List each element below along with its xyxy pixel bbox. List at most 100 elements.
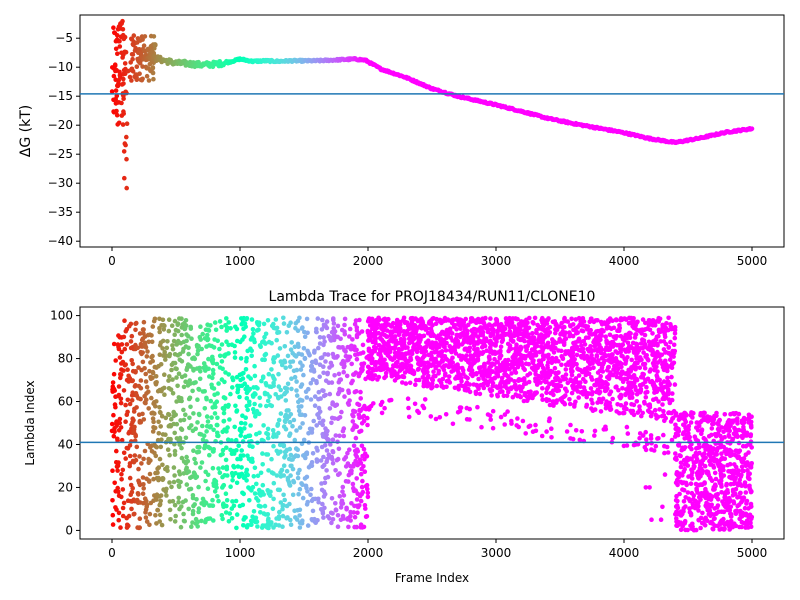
lambda-point [188, 475, 193, 481]
lambda-point [114, 419, 119, 424]
lambda-point [304, 316, 310, 322]
lambda-point [662, 332, 668, 337]
lambda-point [173, 366, 178, 371]
lambda-point [179, 455, 185, 461]
lambda-point [193, 516, 199, 522]
lambda-point [251, 509, 257, 514]
lambda-point [482, 364, 487, 370]
lambda-point [347, 334, 352, 339]
lambda-point [458, 317, 464, 323]
lambda-point [151, 318, 157, 324]
lambda-point [378, 402, 384, 408]
lambda-point [550, 379, 555, 385]
lambda-point [146, 339, 151, 345]
lambda-point [116, 510, 122, 516]
delta-g-point [133, 45, 138, 51]
lambda-point [244, 478, 249, 483]
lambda-point [459, 375, 464, 381]
lambda-point [245, 453, 250, 459]
lambda-point [627, 315, 632, 321]
lambda-point [220, 484, 226, 489]
lambda-point [255, 386, 260, 391]
lambda-point [594, 377, 599, 383]
lambda-point [252, 373, 258, 379]
lambda-point [671, 342, 677, 348]
lambda-point [220, 366, 225, 372]
lambda-point [589, 316, 594, 322]
lambda-point [214, 399, 220, 405]
lambda-point [145, 349, 150, 354]
lambda-point [360, 342, 366, 348]
delta-g-point [127, 74, 133, 80]
lambda-point [213, 327, 219, 333]
lambda-point [269, 367, 274, 372]
lambda-point [321, 489, 327, 494]
lambda-point [533, 378, 538, 384]
lambda-point [415, 408, 420, 414]
lambda-point [608, 356, 613, 361]
lambda-point [195, 344, 200, 350]
lambda-point [119, 477, 124, 482]
lambda-point [309, 486, 314, 492]
lambda-point [281, 315, 286, 321]
lambda-point [619, 317, 625, 323]
lambda-point [348, 513, 353, 519]
lambda-point [661, 395, 667, 400]
lambda-point [329, 520, 334, 526]
lambda-point [573, 376, 579, 381]
lambda-point [615, 366, 621, 372]
lambda-point [303, 483, 309, 489]
lambda-point [341, 426, 347, 431]
lambda-point [365, 494, 371, 500]
lambda-point [241, 370, 246, 376]
lambda-point [531, 392, 537, 398]
lambda-point [519, 360, 524, 365]
lambda-point [415, 318, 421, 324]
lambda-point [592, 331, 597, 337]
lambda-point [116, 517, 121, 523]
lambda-point [520, 418, 526, 424]
lambda-point [553, 330, 558, 336]
lambda-point [194, 366, 200, 371]
lambda-point [470, 353, 476, 359]
lambda-point [241, 523, 246, 528]
lambda-point [336, 371, 342, 377]
lambda-point [643, 320, 648, 326]
lambda-point [123, 362, 128, 367]
lambda-point [255, 498, 261, 503]
lambda-point [509, 371, 514, 376]
lambda-point [223, 370, 228, 375]
lambda-point [610, 339, 616, 345]
lambda-point [492, 376, 498, 381]
lambda-point [288, 522, 294, 527]
lambda-point [355, 510, 360, 515]
delta-g-point [134, 64, 140, 69]
lambda-point [297, 525, 303, 530]
lambda-point [450, 421, 456, 427]
lambda-point [422, 397, 428, 402]
lambda-point [154, 497, 159, 502]
lambda-point [544, 386, 550, 392]
lambda-point [257, 343, 263, 348]
delta-g-point [121, 68, 127, 73]
lambda-point [322, 352, 328, 357]
lambda-point [110, 512, 116, 518]
lambda-point [148, 445, 153, 450]
lambda-point [251, 518, 257, 524]
lambda-point [429, 333, 434, 339]
lambda-point [188, 324, 193, 330]
lambda-point [199, 460, 205, 465]
lambda-point [255, 473, 261, 479]
lambda-point [330, 437, 336, 443]
lambda-point [301, 437, 307, 443]
lambda-point [434, 344, 439, 350]
lambda-point [146, 406, 151, 411]
lambda-point [290, 457, 295, 462]
lambda-point [512, 379, 517, 384]
lambda-point [625, 355, 630, 360]
lambda-point [285, 515, 290, 520]
lambda-point [544, 390, 549, 396]
lambda-point [568, 436, 573, 441]
lambda-point [332, 403, 338, 409]
lambda-point [110, 468, 115, 474]
